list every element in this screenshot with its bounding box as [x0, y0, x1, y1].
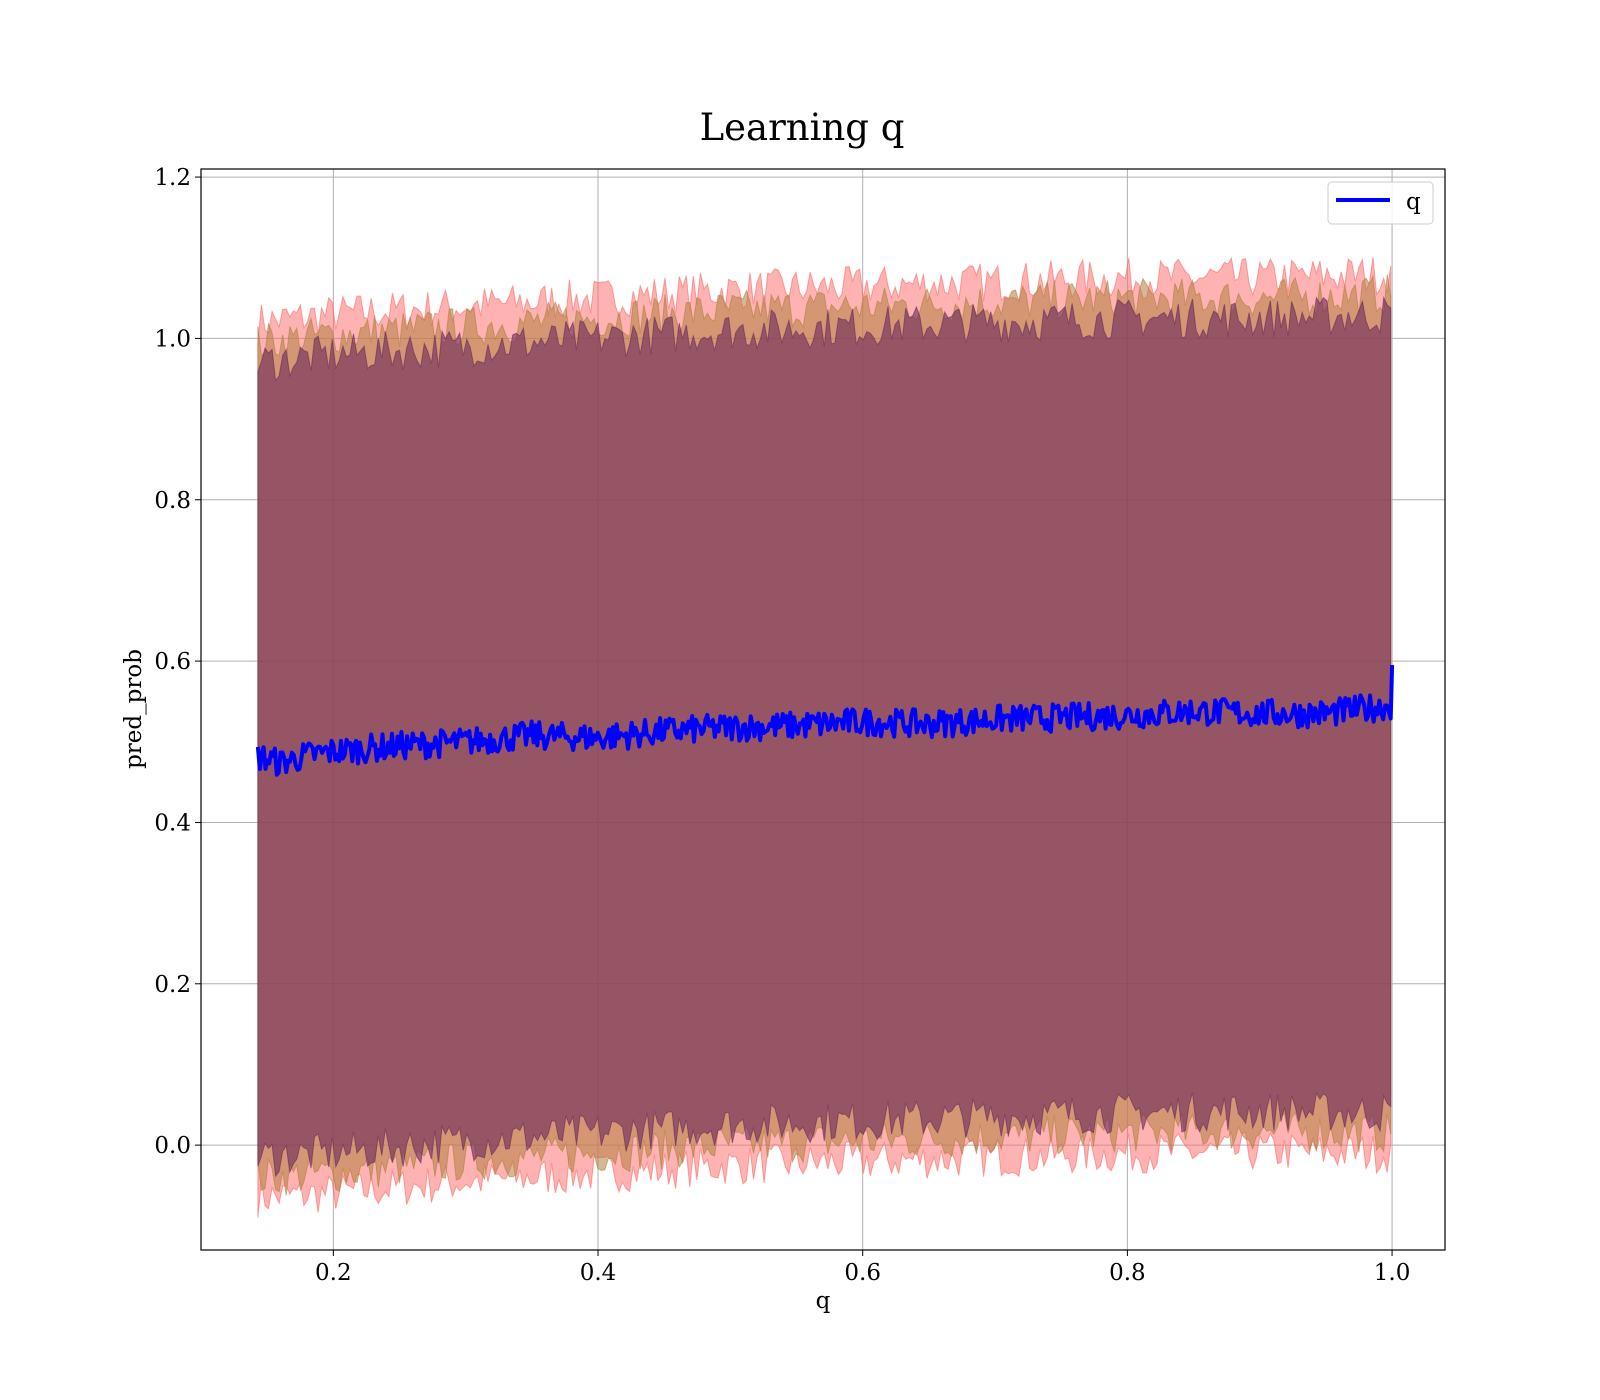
- legend-box: [1327, 181, 1434, 225]
- x-axis-label: q: [816, 1288, 831, 1314]
- x-tick-label: 0.2: [315, 1260, 352, 1286]
- y-tick-label: 0.0: [154, 1133, 191, 1159]
- plot-frame: [200, 168, 1446, 1251]
- y-tick-label: 1.2: [154, 165, 191, 191]
- y-axis-label: pred_prob: [121, 649, 147, 769]
- legend-label-q: q: [1406, 189, 1421, 215]
- y-tick-label: 1.0: [154, 326, 191, 352]
- x-tick-label: 1.0: [1374, 1260, 1411, 1286]
- band-layer: [257, 256, 1392, 1218]
- x-tick-label: 0.4: [580, 1260, 617, 1286]
- legend: q: [1327, 181, 1434, 225]
- x-tick-label: 0.8: [1109, 1260, 1146, 1286]
- y-tick-label: 0.4: [154, 810, 191, 836]
- y-tick-label: 0.6: [154, 649, 191, 675]
- plot-area: [200, 168, 1446, 1251]
- y-axis-ticks: 0.0 0.2 0.4 0.6 0.8 1.0 1.2: [154, 165, 201, 1159]
- y-tick-label: 0.8: [154, 488, 191, 514]
- series-line-q: [255, 665, 1395, 777]
- x-tick-label: 0.6: [844, 1260, 881, 1286]
- line-layer: [255, 665, 1395, 777]
- y-tick-label: 0.2: [154, 972, 191, 998]
- band-3: [257, 295, 1392, 1178]
- chart-title: Learning q: [700, 106, 905, 149]
- x-axis-ticks: 0.2 0.4 0.6 0.8 1.0: [315, 1250, 1410, 1286]
